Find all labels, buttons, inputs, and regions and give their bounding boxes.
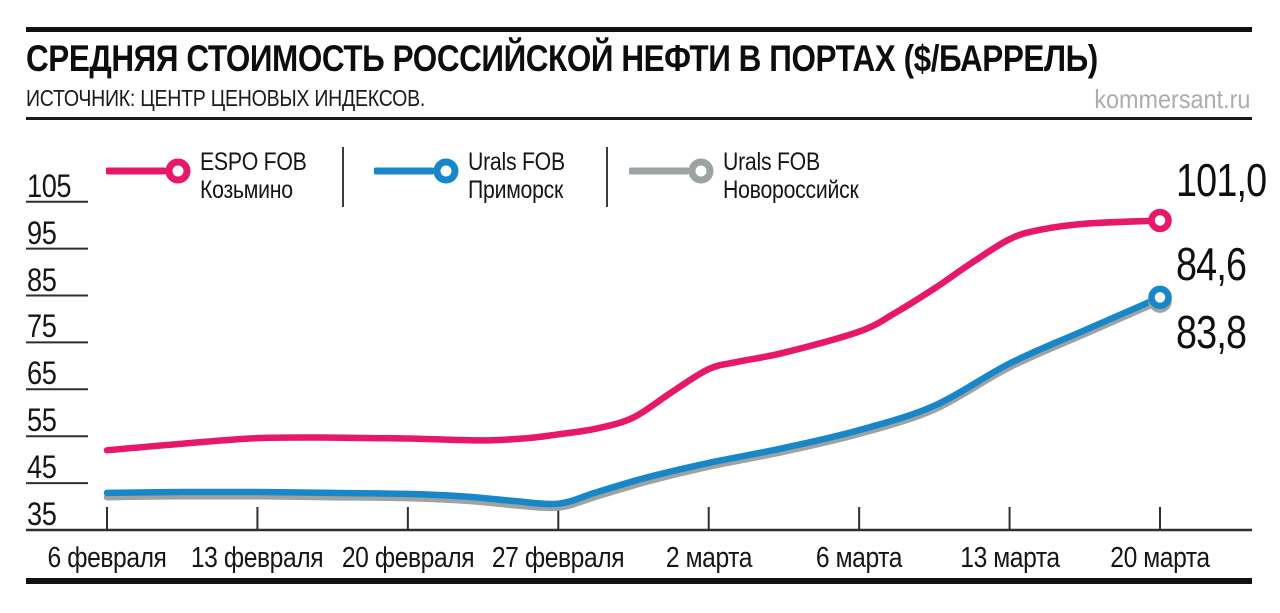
x-axis-label: 2 марта xyxy=(665,542,753,574)
end-value-label: 83,8 xyxy=(1176,306,1247,359)
legend-series-name: ESPO FOB xyxy=(200,148,307,176)
legend-label: ESPO FOB Козьмино xyxy=(200,148,307,204)
line-marker-icon xyxy=(629,158,714,184)
legend-series-port: Приморск xyxy=(468,176,564,204)
x-axis-label: 13 февраля xyxy=(191,542,324,574)
series-line xyxy=(103,294,1164,508)
x-axis-label: 6 марта xyxy=(816,542,903,574)
y-axis-label: 55 xyxy=(27,402,57,439)
legend-series-port: Козьмино xyxy=(200,176,293,204)
legend-divider xyxy=(342,147,344,207)
y-axis-label: 95 xyxy=(27,214,57,251)
end-value-label: 84,6 xyxy=(1176,238,1247,291)
top-rule xyxy=(26,27,1252,32)
series-line xyxy=(103,217,1164,454)
chart-title: СРЕДНЯЯ СТОИМОСТЬ РОССИЙСКОЙ НЕФТИ В ПОР… xyxy=(26,38,1098,79)
x-axis-label: 20 февраля xyxy=(341,542,475,574)
series-line xyxy=(103,297,1164,512)
line-marker-icon xyxy=(106,158,191,184)
endpoint-marker xyxy=(1148,285,1172,310)
y-axis-label: 45 xyxy=(27,449,57,486)
line-marker-icon xyxy=(374,158,459,184)
y-axis-label: 75 xyxy=(27,308,57,345)
endpoint-marker xyxy=(1148,208,1172,233)
y-axis-label: 35 xyxy=(27,496,57,532)
y-axis-label: 85 xyxy=(27,261,57,298)
end-value-label: 101,0 xyxy=(1176,154,1267,207)
x-axis-label: 20 марта xyxy=(1110,542,1210,574)
y-axis-label: 105 xyxy=(27,167,72,204)
x-axis-label: 13 марта xyxy=(959,542,1060,574)
legend-series-port: Новороссийск xyxy=(723,176,859,204)
legend-label: Urals FOB Новороссийск xyxy=(723,148,859,204)
bottom-rule xyxy=(26,578,1252,584)
x-axis-label: 6 февраля xyxy=(47,542,167,574)
header-divider-rule xyxy=(26,117,1252,120)
y-axis-label: 65 xyxy=(27,355,57,392)
legend-divider xyxy=(606,147,608,207)
x-axis-label: 27 февраля xyxy=(492,542,625,574)
legend-label: Urals FOB Приморск xyxy=(468,148,565,204)
legend-series-name: Urals FOB xyxy=(468,148,565,176)
watermark: kommersant.ru xyxy=(1093,84,1250,114)
legend-series-name: Urals FOB xyxy=(723,148,820,176)
source-label: ИСТОЧНИК: ЦЕНТР ЦЕНОВЫХ ИНДЕКСОВ. xyxy=(26,85,426,111)
